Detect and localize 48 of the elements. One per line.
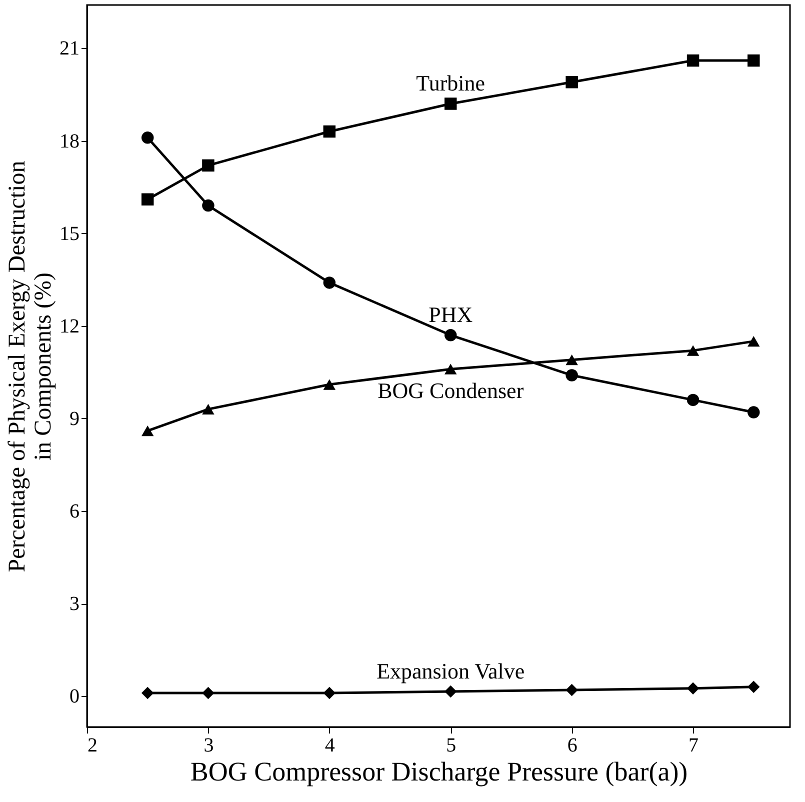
point	[444, 364, 457, 374]
point	[202, 686, 214, 700]
point	[141, 132, 154, 144]
point	[141, 193, 154, 206]
y-tick-label: 9	[70, 408, 80, 430]
point	[748, 680, 760, 694]
point	[323, 686, 336, 700]
point	[323, 125, 336, 138]
x-tick-label: 3	[204, 734, 214, 756]
y-tick-label: 21	[60, 38, 80, 60]
x-tick-label: 6	[567, 734, 578, 756]
point	[566, 76, 578, 88]
point	[748, 406, 760, 418]
point	[566, 684, 578, 696]
point	[686, 54, 700, 67]
point	[444, 98, 457, 110]
point	[202, 159, 214, 172]
series-label: PHX	[428, 302, 473, 328]
point	[566, 354, 578, 366]
point	[686, 394, 700, 406]
point	[202, 199, 214, 212]
series-label: BOG Condenser	[378, 378, 524, 404]
series-label: Expansion Valve	[376, 658, 525, 684]
point	[748, 54, 760, 67]
point	[444, 329, 457, 342]
point	[323, 379, 336, 390]
y-axis-title: Percentage of Physical Exergy Destruction in Components (%)	[4, 160, 56, 572]
x-tick-label: 5	[446, 734, 456, 756]
x-tick-label: 2	[88, 734, 98, 756]
y-tick-label: 18	[60, 130, 80, 152]
y-tick-label: 15	[60, 222, 80, 245]
series-label: Turbine	[416, 70, 486, 96]
x-tick-label: 4	[324, 734, 335, 756]
x-tick-label: 7	[688, 734, 699, 756]
point	[686, 345, 700, 356]
point	[686, 682, 700, 695]
point	[748, 336, 760, 347]
y-tick-label: 12	[60, 315, 80, 338]
x-axis-title: BOG Compressor Discharge Pressure (bar(a))	[190, 756, 688, 786]
y-tick-label: 6	[70, 500, 80, 523]
point	[141, 425, 154, 436]
point	[566, 369, 578, 382]
y-tick-label: 3	[70, 593, 80, 616]
y-tick-label: 0	[70, 686, 80, 708]
point	[323, 276, 336, 289]
point	[444, 685, 457, 698]
point	[141, 686, 154, 700]
point	[202, 404, 214, 414]
